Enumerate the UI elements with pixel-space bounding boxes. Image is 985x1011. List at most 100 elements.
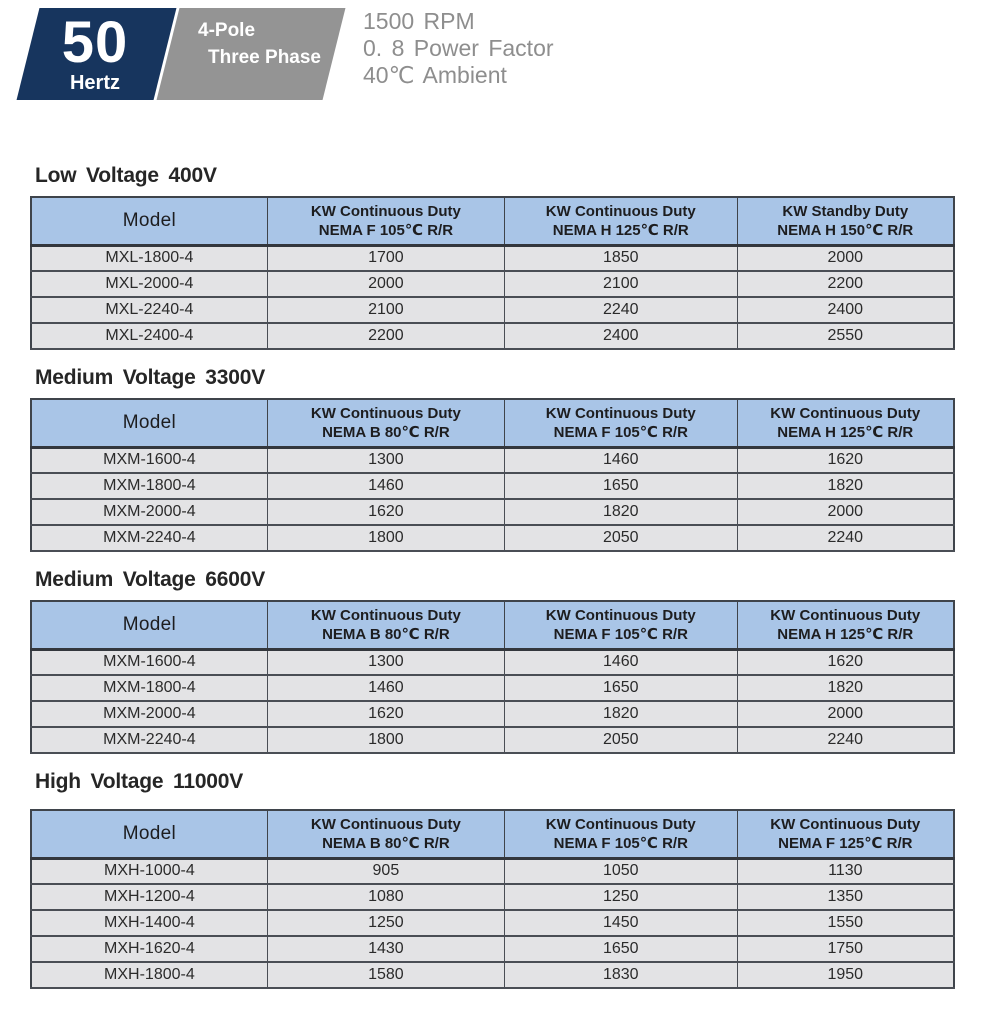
kw-value-cell: 1550 <box>736 909 955 937</box>
model-cell: MXM-2240-4 <box>30 726 268 754</box>
table-row: MXM-1800-4 1460 1650 1820 <box>30 472 955 500</box>
model-column-header: Model <box>30 398 268 449</box>
phase-label: Three Phase <box>208 47 321 68</box>
kw-column-header: KW Continuous Duty NEMA F 105℃ R/R <box>266 196 505 247</box>
table-row: MXL-2000-4 2000 2100 2200 <box>30 270 955 298</box>
header-banner: 50 Hertz 4-Pole Three Phase 1500 RPM 0. … <box>0 0 985 100</box>
column-header-line: Model <box>122 614 177 636</box>
column-header-line: Model <box>122 823 177 845</box>
column-header-line: NEMA F 105℃ R/R <box>553 834 688 852</box>
kw-value-cell: 2240 <box>736 726 955 754</box>
kw-value-cell: 2050 <box>503 524 738 552</box>
column-header-line: NEMA H 125℃ R/R <box>777 423 914 441</box>
column-header-line: KW Continuous Duty <box>770 404 921 422</box>
column-header-line: KW Standby Duty <box>782 202 909 220</box>
column-header-line: KW Continuous Duty <box>310 404 461 422</box>
kw-value-cell: 2240 <box>736 524 955 552</box>
sections-container: Low Voltage 400V Model KW Continuous Duty… <box>0 164 985 989</box>
table-header-row: Model KW Continuous Duty NEMA F 105℃ R/R KW… <box>30 196 955 247</box>
table-row: MXH-1400-4 1250 1450 1550 <box>30 909 955 937</box>
voltage-section: Medium Voltage 6600V Model KW Continuous … <box>0 568 985 754</box>
model-column-header: Model <box>30 809 268 860</box>
model-cell: MXM-1600-4 <box>30 446 268 474</box>
kw-value-cell: 2100 <box>503 270 738 298</box>
voltage-section: Low Voltage 400V Model KW Continuous Duty… <box>0 164 985 350</box>
kw-column-header: KW Continuous Duty NEMA F 125℃ R/R <box>736 809 955 860</box>
model-column-header: Model <box>30 196 268 247</box>
kw-value-cell: 1650 <box>503 935 738 963</box>
kw-value-cell: 1620 <box>736 446 955 474</box>
model-cell: MXM-1800-4 <box>30 674 268 702</box>
kw-value-cell: 1050 <box>503 857 738 885</box>
table-row: MXL-2400-4 2200 2400 2550 <box>30 322 955 350</box>
table-row: MXM-1800-4 1460 1650 1820 <box>30 674 955 702</box>
table-row: MXH-1800-4 1580 1830 1950 <box>30 961 955 989</box>
model-cell: MXM-1600-4 <box>30 648 268 676</box>
model-cell: MXM-2240-4 <box>30 524 268 552</box>
kw-value-cell: 1350 <box>736 883 955 911</box>
column-header-line: KW Continuous Duty <box>545 202 696 220</box>
kw-value-cell: 1250 <box>503 883 738 911</box>
kw-value-cell: 2550 <box>736 322 955 350</box>
table-header-row: Model KW Continuous Duty NEMA B 80℃ R/R KW … <box>30 809 955 860</box>
column-header-line: NEMA F 105℃ R/R <box>553 625 688 643</box>
kw-value-cell: 1800 <box>266 726 505 754</box>
kw-value-cell: 1830 <box>503 961 738 989</box>
column-header-line: NEMA H 125℃ R/R <box>552 221 689 239</box>
column-header-line: NEMA H 125℃ R/R <box>777 625 914 643</box>
kw-value-cell: 1580 <box>266 961 505 989</box>
column-header-line: NEMA F 105℃ R/R <box>318 221 454 239</box>
kw-value-cell: 1460 <box>503 446 738 474</box>
model-cell: MXL-2000-4 <box>30 270 268 298</box>
kw-value-cell: 1460 <box>266 674 505 702</box>
kw-column-header: KW Standby Duty NEMA H 150℃ R/R <box>736 196 955 247</box>
kw-value-cell: 2400 <box>736 296 955 324</box>
kw-value-cell: 1820 <box>736 674 955 702</box>
kw-value-cell: 2000 <box>266 270 505 298</box>
kw-value-cell: 1620 <box>266 498 505 526</box>
kw-value-cell: 1460 <box>266 472 505 500</box>
kw-column-header: KW Continuous Duty NEMA B 80℃ R/R <box>266 600 505 651</box>
model-cell: MXH-1800-4 <box>30 961 268 989</box>
table-row: MXL-1800-4 1700 1850 2000 <box>30 244 955 272</box>
model-cell: MXM-2000-4 <box>30 498 268 526</box>
kw-value-cell: 1820 <box>503 700 738 728</box>
kw-value-cell: 2100 <box>266 296 505 324</box>
kw-column-header: KW Continuous Duty NEMA H 125℃ R/R <box>736 600 955 651</box>
column-header-line: KW Continuous Duty <box>310 606 461 624</box>
voltage-section: Medium Voltage 3300V Model KW Continuous … <box>0 366 985 552</box>
column-header-line: NEMA F 105℃ R/R <box>553 423 688 441</box>
spec-table: Model KW Continuous Duty NEMA B 80℃ R/R KW … <box>30 398 955 552</box>
pole-label: 4-Pole <box>198 20 256 41</box>
kw-value-cell: 1430 <box>266 935 505 963</box>
spec-table: Model KW Continuous Duty NEMA B 80℃ R/R KW … <box>30 600 955 754</box>
kw-value-cell: 905 <box>266 857 505 885</box>
frequency-value: 50 <box>61 10 129 75</box>
section-title: Medium Voltage 6600V <box>35 568 266 591</box>
kw-value-cell: 1750 <box>736 935 955 963</box>
column-header-line: KW Continuous Duty <box>545 404 696 422</box>
column-header-line: KW Continuous Duty <box>310 815 461 833</box>
column-header-line: KW Continuous Duty <box>545 606 696 624</box>
column-header-line: KW Continuous Duty <box>770 606 921 624</box>
model-cell: MXH-1620-4 <box>30 935 268 963</box>
kw-value-cell: 1130 <box>736 857 955 885</box>
kw-value-cell: 1300 <box>266 648 505 676</box>
column-header-line: NEMA B 80℃ R/R <box>322 834 450 852</box>
kw-value-cell: 2240 <box>503 296 738 324</box>
kw-column-header: KW Continuous Duty NEMA H 125℃ R/R <box>503 196 738 247</box>
section-title: High Voltage 11000V <box>35 770 244 793</box>
column-header-line: NEMA H 150℃ R/R <box>777 221 914 239</box>
kw-value-cell: 1800 <box>266 524 505 552</box>
kw-column-header: KW Continuous Duty NEMA B 80℃ R/R <box>266 398 505 449</box>
table-row: MXM-2000-4 1620 1820 2000 <box>30 700 955 728</box>
section-title: Medium Voltage 3300V <box>35 366 266 389</box>
column-header-line: KW Continuous Duty <box>310 202 461 220</box>
kw-column-header: KW Continuous Duty NEMA F 105℃ R/R <box>503 809 738 860</box>
kw-column-header: KW Continuous Duty NEMA B 80℃ R/R <box>266 809 505 860</box>
column-header-line: KW Continuous Duty <box>770 815 921 833</box>
column-header-line: Model <box>122 412 177 434</box>
model-cell: MXL-1800-4 <box>30 244 268 272</box>
table-header-row: Model KW Continuous Duty NEMA B 80℃ R/R KW … <box>30 398 955 449</box>
table-row: MXM-2000-4 1620 1820 2000 <box>30 498 955 526</box>
